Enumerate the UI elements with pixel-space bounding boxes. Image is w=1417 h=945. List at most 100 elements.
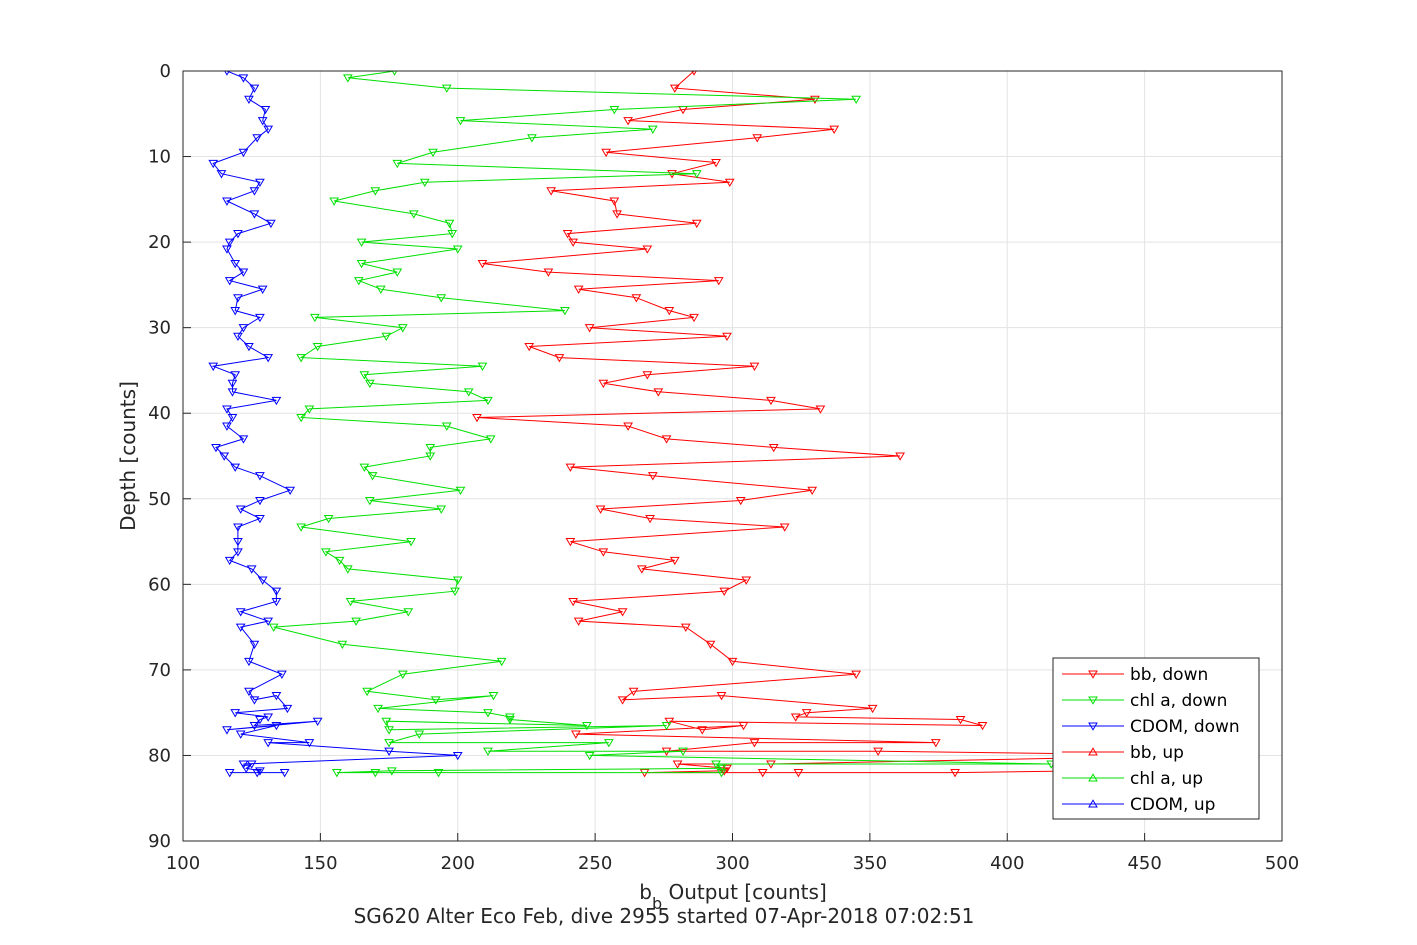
data-point (546, 187, 557, 196)
data-point (233, 538, 243, 547)
data-point (631, 294, 642, 303)
data-point (568, 238, 579, 247)
data-point (873, 747, 883, 756)
data-point (661, 435, 672, 444)
data-point (255, 472, 265, 481)
data-point (230, 463, 241, 472)
data-point (257, 117, 268, 126)
series-layer (208, 71, 1208, 778)
data-point (255, 313, 265, 323)
data-point (757, 769, 768, 778)
x-axis: 100 150 200 250 300 350 400 450 500 (166, 833, 1299, 874)
data-point (636, 565, 647, 574)
data-point (716, 764, 727, 774)
data-point (285, 486, 296, 496)
data-point (488, 692, 499, 701)
data-point (565, 538, 576, 547)
data-point (573, 285, 584, 294)
data-point (310, 313, 320, 323)
data-point (505, 716, 515, 725)
y-tick-label: 70 (148, 660, 171, 681)
data-point (246, 565, 257, 574)
data-point (801, 709, 812, 718)
data-point (562, 230, 573, 239)
data-point (705, 640, 716, 650)
x-tick-label: 350 (853, 853, 887, 874)
data-point (779, 523, 790, 532)
data-point (304, 405, 315, 414)
data-point (790, 713, 801, 722)
data-point (483, 709, 493, 718)
data-point (230, 371, 241, 380)
data-point (689, 313, 699, 323)
data-point (930, 739, 941, 748)
data-point (381, 332, 392, 342)
data-point (230, 307, 241, 316)
legend-label: bb, up (1130, 743, 1184, 763)
data-point (238, 760, 249, 769)
data-point (403, 608, 414, 617)
data-point (353, 277, 364, 286)
data-point (711, 159, 721, 168)
data-point (362, 687, 372, 697)
data-point (691, 219, 702, 229)
data-point (222, 726, 232, 735)
data-point (977, 722, 988, 731)
data-point (436, 294, 447, 303)
data-point (282, 704, 293, 714)
legend-label: CDOM, down (1130, 717, 1240, 737)
data-point (235, 730, 246, 739)
legend-marker (1088, 747, 1098, 756)
data-point (331, 769, 342, 778)
data-point (271, 692, 282, 701)
legend-label: chl a, down (1130, 691, 1227, 711)
y-tick-label: 80 (148, 745, 171, 766)
data-point (950, 769, 960, 778)
data-point (397, 324, 408, 333)
data-point (582, 722, 592, 731)
data-point (277, 670, 287, 679)
data-point (472, 414, 482, 423)
x-tick-label: 300 (715, 853, 749, 874)
data-point (266, 219, 276, 229)
data-point (235, 623, 246, 632)
data-point (623, 117, 633, 126)
data-point (612, 210, 622, 219)
data-point (304, 739, 315, 748)
data-point (406, 538, 416, 547)
data-point (367, 472, 378, 481)
data-point (680, 623, 691, 632)
data-point (329, 197, 339, 206)
y-tick-label: 30 (148, 318, 171, 339)
data-point (238, 435, 249, 444)
data-point (428, 148, 438, 158)
data-point (244, 657, 254, 667)
data-point (463, 388, 474, 397)
data-point (598, 379, 609, 389)
y-axis-label: Depth [counts] (116, 381, 140, 531)
data-point (296, 354, 307, 363)
data-point (244, 95, 254, 105)
data-point (345, 597, 356, 607)
data-point (642, 245, 653, 254)
data-point (224, 556, 235, 566)
data-point (716, 692, 727, 701)
data-point (738, 722, 749, 731)
data-point (433, 769, 444, 778)
chart-title: SG620 Alter Eco Feb, dive 2955 started 0… (354, 904, 975, 928)
y-tick-label: 20 (148, 232, 171, 253)
data-point (364, 379, 375, 389)
data-point (524, 342, 535, 352)
legend-label: chl a, up (1130, 769, 1203, 789)
data-point (711, 760, 721, 769)
data-point (397, 670, 408, 679)
data-point (370, 187, 381, 196)
data-point (384, 726, 394, 735)
data-point (384, 747, 394, 756)
data-point (257, 285, 268, 294)
x-tick-label: 250 (578, 853, 612, 874)
y-tick-label: 60 (148, 574, 171, 595)
x-tick-label: 400 (990, 853, 1024, 874)
data-point (452, 751, 463, 761)
data-point (609, 197, 620, 206)
